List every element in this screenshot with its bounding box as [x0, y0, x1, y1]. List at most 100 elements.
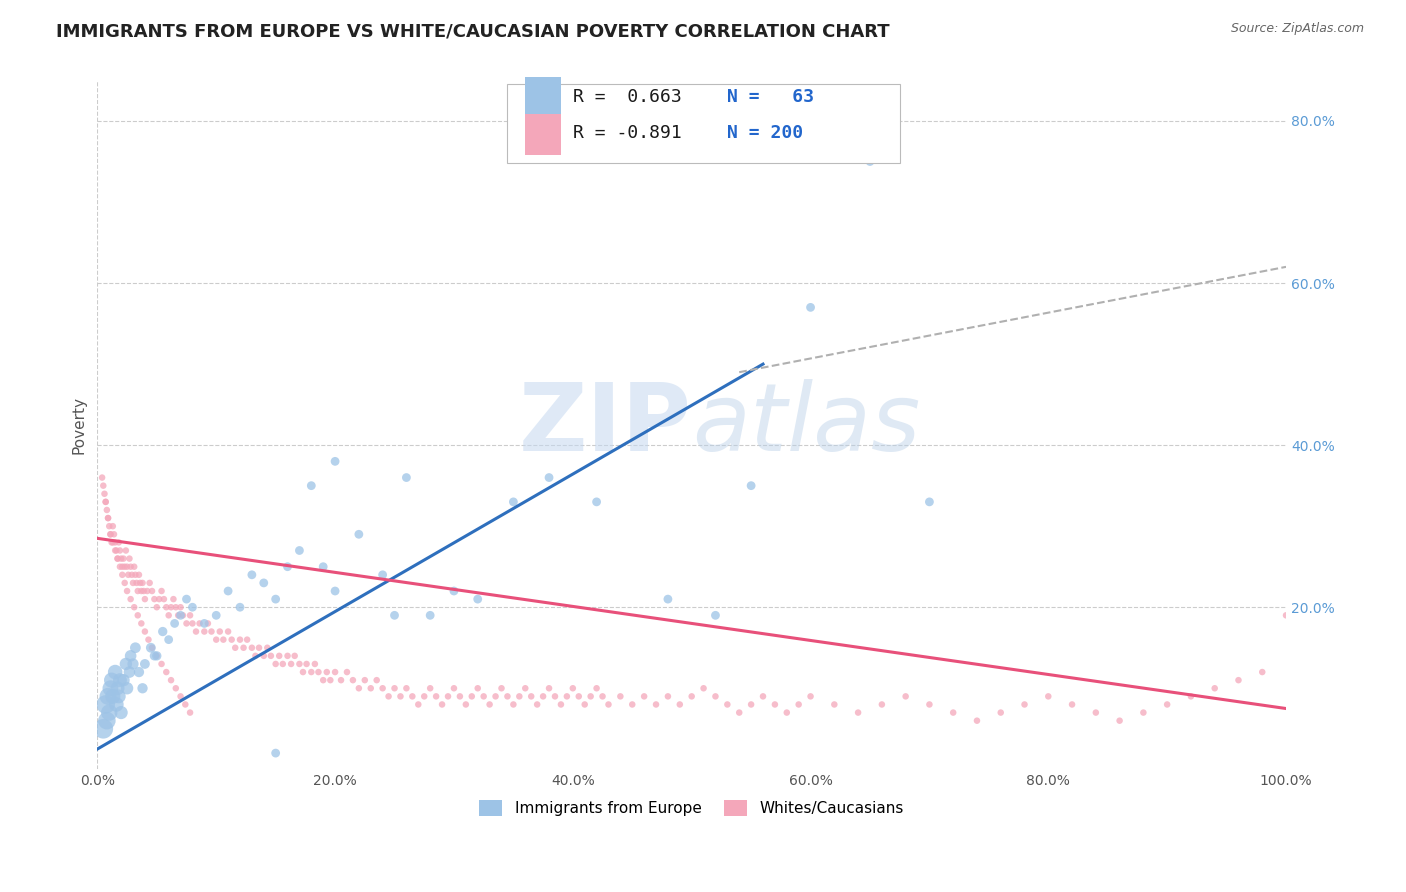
Point: [100, 535, 122, 549]
Point: [280, 657, 302, 671]
Point: [461, 690, 484, 704]
Point: [870, 698, 893, 712]
Point: [120, 559, 142, 574]
Point: [342, 673, 364, 688]
Point: [100, 681, 122, 696]
Point: [264, 657, 287, 671]
Point: [437, 690, 460, 704]
Point: [538, 681, 561, 696]
Y-axis label: Poverty: Poverty: [72, 396, 86, 454]
Point: [111, 567, 134, 582]
Point: [271, 657, 294, 671]
Point: [508, 690, 530, 704]
Point: [918, 698, 941, 712]
Point: [122, 575, 145, 590]
Point: [668, 698, 690, 712]
Point: [236, 632, 259, 647]
Point: [98, 706, 121, 720]
Point: [253, 648, 276, 663]
Point: [94, 698, 117, 712]
Point: [184, 624, 207, 639]
Point: [621, 698, 644, 712]
Point: [193, 616, 215, 631]
Point: [467, 681, 489, 696]
Point: [141, 640, 163, 655]
Point: [419, 608, 441, 623]
Text: IMMIGRANTS FROM EUROPE VS WHITE/CAUCASIAN POVERTY CORRELATION CHART: IMMIGRANTS FROM EUROPE VS WHITE/CAUCASIA…: [56, 22, 890, 40]
Point: [112, 673, 135, 688]
Point: [179, 608, 201, 623]
Point: [96, 714, 118, 728]
FancyBboxPatch shape: [508, 84, 900, 163]
Point: [1060, 698, 1083, 712]
Point: [96, 503, 118, 517]
Point: [538, 470, 561, 484]
Point: [347, 681, 370, 696]
Point: [585, 495, 607, 509]
Point: [740, 478, 762, 492]
Point: [129, 575, 152, 590]
Point: [117, 567, 139, 582]
Point: [425, 690, 447, 704]
Point: [229, 600, 252, 615]
Text: N = 200: N = 200: [727, 124, 803, 142]
Point: [150, 584, 173, 599]
Point: [478, 698, 501, 712]
Point: [112, 551, 135, 566]
Point: [384, 608, 406, 623]
Point: [115, 681, 138, 696]
Point: [284, 648, 307, 663]
Point: [200, 624, 222, 639]
Point: [131, 616, 153, 631]
Point: [918, 495, 941, 509]
Point: [502, 495, 524, 509]
Point: [148, 592, 170, 607]
Point: [256, 640, 278, 655]
Point: [240, 567, 263, 582]
Point: [323, 454, 346, 468]
Point: [307, 665, 329, 679]
Point: [134, 657, 156, 671]
Point: [124, 640, 146, 655]
Point: [221, 632, 243, 647]
Point: [245, 648, 267, 663]
Point: [395, 681, 418, 696]
Point: [136, 584, 159, 599]
Point: [108, 673, 131, 688]
Point: [371, 567, 394, 582]
Point: [312, 673, 335, 688]
Point: [104, 665, 127, 679]
Point: [176, 616, 198, 631]
Point: [319, 673, 342, 688]
Point: [105, 698, 128, 712]
Point: [360, 681, 382, 696]
Point: [484, 690, 506, 704]
Point: [657, 592, 679, 607]
Point: [555, 690, 578, 704]
Point: [291, 665, 314, 679]
Point: [118, 665, 141, 679]
Point: [115, 657, 138, 671]
Point: [371, 681, 394, 696]
Point: [657, 690, 679, 704]
Point: [105, 543, 128, 558]
Point: [232, 640, 254, 655]
Point: [167, 608, 190, 623]
Point: [98, 519, 121, 533]
Point: [217, 584, 239, 599]
Point: [1275, 608, 1298, 623]
Point: [443, 681, 465, 696]
Point: [107, 681, 129, 696]
Point: [299, 478, 322, 492]
Point: [579, 690, 602, 704]
Point: [131, 575, 153, 590]
Point: [515, 681, 537, 696]
FancyBboxPatch shape: [526, 78, 561, 119]
Legend: Immigrants from Europe, Whites/Caucasians: Immigrants from Europe, Whites/Caucasian…: [472, 792, 911, 823]
Point: [103, 527, 125, 541]
Point: [153, 592, 176, 607]
Point: [115, 584, 138, 599]
Point: [408, 698, 430, 712]
Point: [125, 575, 148, 590]
Point: [574, 698, 596, 712]
